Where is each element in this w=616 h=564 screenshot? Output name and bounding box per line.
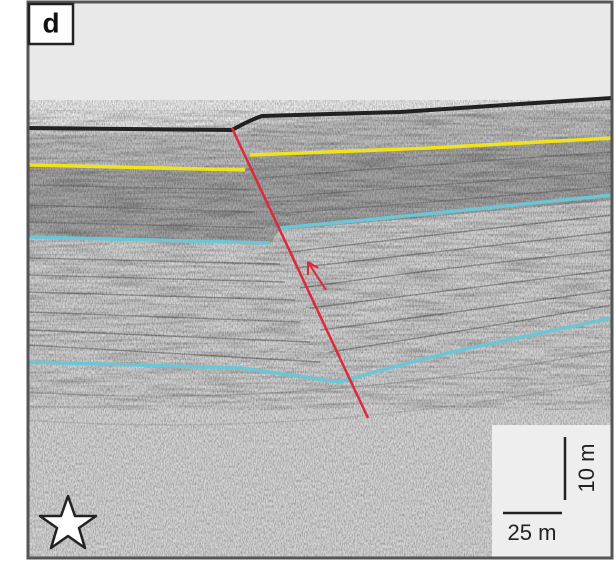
panel-label: d: [42, 7, 59, 38]
page: 10 m 25 m d (() => { const data = JSON.p…: [0, 0, 616, 564]
seismic-image: 10 m 25 m: [28, 2, 614, 560]
seismic-figure: 10 m 25 m d: [0, 0, 616, 564]
vertical-scale-label: 10 m: [574, 444, 599, 493]
horizontal-scale-label: 25 m: [508, 520, 557, 545]
